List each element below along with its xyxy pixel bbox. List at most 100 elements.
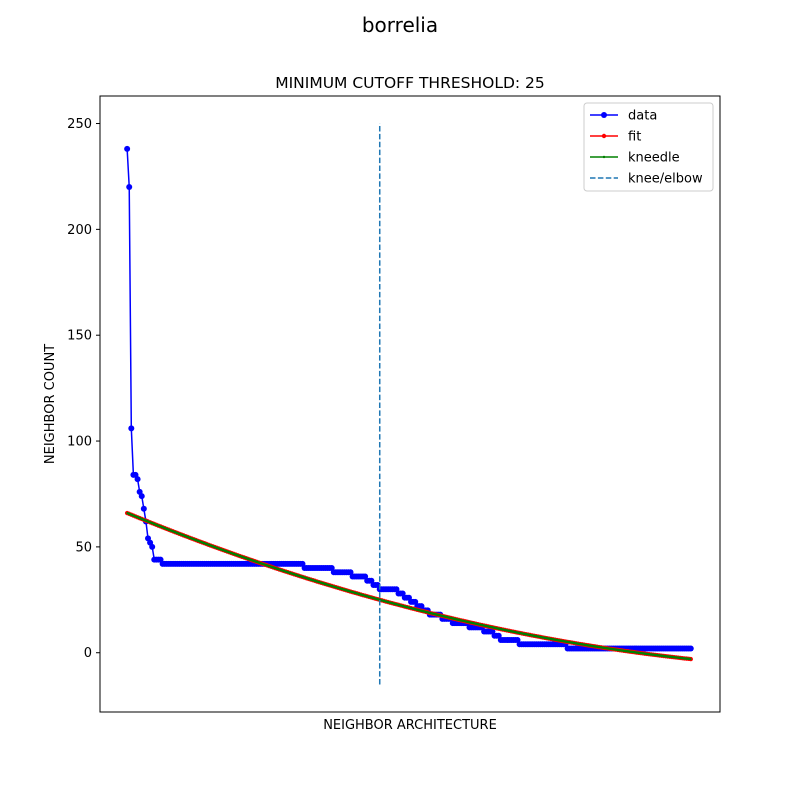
kneedle-point <box>539 636 542 638</box>
kneedle-point <box>422 610 425 613</box>
kneedle-point <box>489 626 492 628</box>
kneedle-point <box>230 552 233 554</box>
kneedle-point <box>132 514 135 517</box>
kneedle-point <box>157 524 160 527</box>
kneedle-point <box>564 640 567 643</box>
legend-item: kneedle <box>590 151 680 166</box>
kneedle-point <box>453 618 456 620</box>
kneedle-point <box>560 639 563 642</box>
kneedle-point <box>460 619 463 622</box>
kneedle-point <box>372 597 375 599</box>
kneedle-point <box>149 521 152 524</box>
kneedle-point <box>397 603 400 606</box>
kneedle-point <box>293 573 296 576</box>
kneedle-point <box>355 592 358 595</box>
kneedle-point <box>126 512 129 514</box>
kneedle-point <box>520 632 523 635</box>
kneedle-point <box>650 653 653 656</box>
kneedle-point <box>652 653 655 656</box>
kneedle-point <box>575 642 577 645</box>
kneedle-point <box>261 563 264 565</box>
kneedle-point <box>232 552 235 555</box>
kneedle-point <box>391 602 394 605</box>
kneedle-point <box>245 557 248 560</box>
data-point <box>128 425 135 432</box>
kneedle-point <box>337 586 339 589</box>
kneedle-point <box>165 528 168 530</box>
kneedle-point <box>623 649 625 652</box>
kneedle-point <box>251 559 254 562</box>
kneedle-point <box>535 635 538 638</box>
kneedle-point <box>193 538 195 541</box>
kneedle-point <box>556 639 559 641</box>
kneedle-point <box>410 607 412 610</box>
kneedle-point <box>299 575 302 578</box>
kneedle-point <box>247 558 250 560</box>
kneedle-point <box>602 646 604 649</box>
kneedle-point <box>332 585 335 588</box>
kneedle-point <box>203 542 206 545</box>
kneedle-point <box>339 587 341 590</box>
kneedle-point <box>301 576 304 578</box>
kneedle-point <box>289 572 291 574</box>
kneedle-point <box>205 543 208 545</box>
kneedle-point <box>547 637 550 640</box>
kneedle-point <box>537 635 540 638</box>
fit-series-line <box>126 512 691 660</box>
kneedle-point <box>504 629 506 631</box>
legend-item: data <box>590 109 657 124</box>
kneedle-point <box>543 636 546 639</box>
kneedle-point <box>364 594 367 597</box>
data-point <box>687 645 694 652</box>
kneedle-point <box>253 560 256 563</box>
kneedle-point <box>140 518 143 520</box>
kneedle-point <box>497 627 500 630</box>
kneedle-point <box>524 633 527 636</box>
kneedle-point <box>322 582 325 585</box>
legend-label: kneedle <box>628 151 680 166</box>
kneedle-point <box>472 622 475 625</box>
kneedle-point <box>395 603 398 606</box>
kneedle-point <box>178 532 181 535</box>
kneedle-point <box>627 650 630 653</box>
kneedle-point <box>153 523 156 525</box>
kneedle-point <box>685 657 688 660</box>
kneedle-point <box>545 637 548 640</box>
kneedle-point <box>668 655 671 658</box>
kneedle-point <box>401 605 404 607</box>
kneedle-point <box>671 656 673 658</box>
kneedle-point <box>689 658 692 660</box>
kneedle-point <box>675 656 678 659</box>
kneedle-point <box>280 569 283 572</box>
kneedle-point <box>295 574 298 576</box>
kneedle-point <box>491 626 494 629</box>
kneedle-point <box>591 645 594 647</box>
kneedle-point <box>161 526 164 529</box>
kneedle-point <box>485 625 488 627</box>
data-point <box>126 184 133 191</box>
kneedle-point <box>641 652 644 655</box>
kneedle-point <box>307 578 310 580</box>
kneedle-point <box>587 644 590 647</box>
kneedle-point <box>286 571 289 574</box>
legend-label: knee/elbow <box>628 172 703 187</box>
kneedle-point <box>209 544 212 547</box>
kneedle-point <box>151 522 154 525</box>
kneedle-point <box>147 520 149 523</box>
kneedle-point <box>646 653 648 655</box>
kneedle-point <box>268 565 270 567</box>
kneedle-point <box>514 631 517 634</box>
kneedle-point <box>234 553 237 556</box>
kneedle-point <box>257 561 260 564</box>
kneedle-point <box>612 648 615 651</box>
legend-box <box>583 102 714 192</box>
legend: data fit kneedle knee/elbow <box>583 102 714 192</box>
kneedle-point <box>328 584 331 587</box>
y-tick-label: 200 <box>67 223 92 238</box>
kneedle-point <box>416 608 419 611</box>
kneedle-point <box>631 651 634 653</box>
kneedle-point <box>176 532 179 534</box>
legend-item: knee/elbow <box>590 172 703 187</box>
kneedle-point <box>389 601 392 604</box>
kneedle-point <box>443 615 446 618</box>
